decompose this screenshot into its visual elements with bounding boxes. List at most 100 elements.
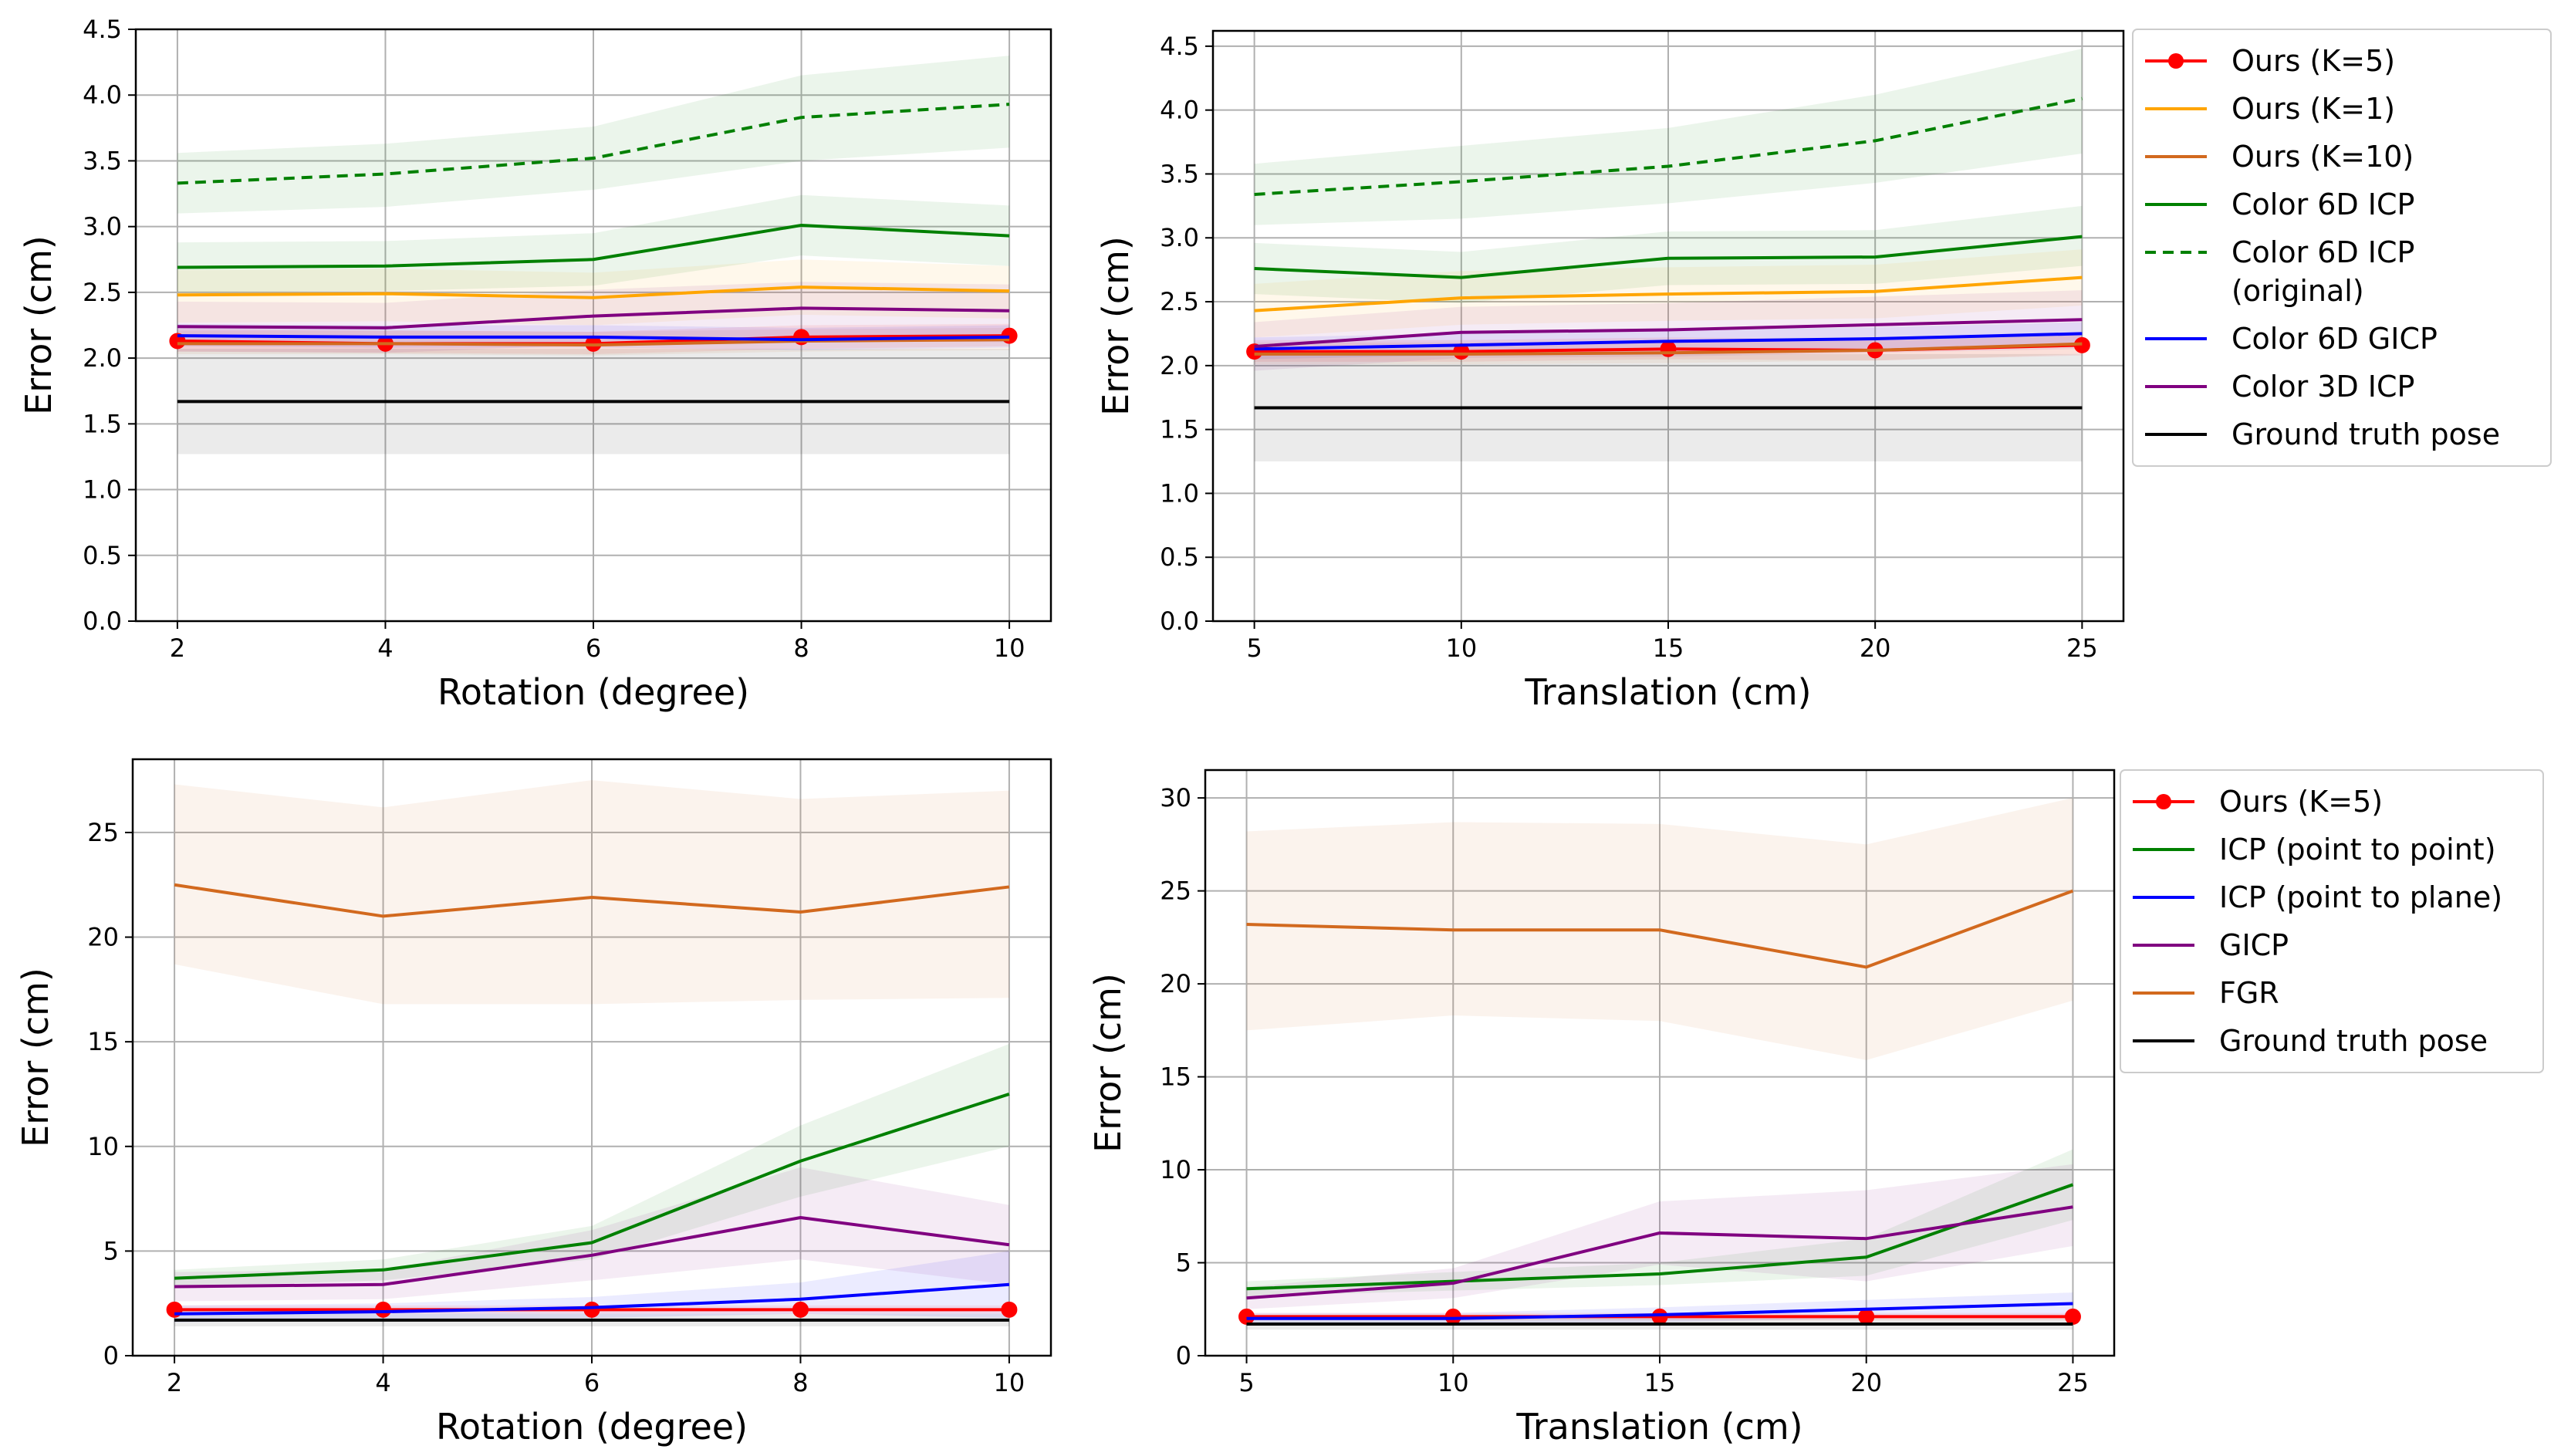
- band-color-6d-icp-original: [177, 56, 1010, 214]
- band-color-6d-icp-original: [1254, 49, 2083, 225]
- y-tick-label: 2.5: [83, 278, 122, 307]
- band-fgr: [174, 780, 1009, 1005]
- legend-box: [2132, 29, 2552, 467]
- x-tick-label: 10: [1438, 1368, 1469, 1397]
- y-axis-label: Error (cm): [18, 235, 59, 415]
- legend-label: FGR: [2219, 976, 2279, 1010]
- legend-label: Color 6D GICP: [2231, 322, 2438, 356]
- legend-label: ICP (point to plane): [2219, 880, 2502, 914]
- x-tick-label: 6: [586, 633, 601, 663]
- y-tick-label: 20: [87, 923, 119, 952]
- data-point-ours-k-5: [1651, 1308, 1668, 1325]
- data-point-ours-k-5: [792, 1301, 809, 1318]
- data-point-ours-k-5: [583, 1301, 600, 1318]
- series-lines: [166, 883, 1018, 1322]
- y-tick-label: 2.0: [83, 343, 122, 373]
- series-line-color-6d-icp: [1254, 235, 2083, 279]
- legend-item-color-6d-icp-original: Color 6D ICP (original): [2145, 235, 2414, 308]
- y-tick-label: 3.5: [83, 146, 122, 175]
- y-tick-label: 3.0: [83, 212, 122, 242]
- x-axis: 2 4 6 8 10 Rotation (degree): [170, 621, 1025, 713]
- y-tick-label: 30: [1160, 783, 1191, 812]
- legend-label: Color 6D ICP: [2231, 235, 2414, 269]
- legend-item-icp-point-to-plane: ICP (point to plane): [2133, 880, 2502, 914]
- y-axis: 0 5 10 15 20 25 30 Error (cm): [1087, 783, 1205, 1370]
- y-tick-label: 3.5: [1160, 159, 1199, 188]
- x-tick-label: 10: [994, 1368, 1025, 1397]
- x-tick-label: 15: [1644, 1368, 1676, 1397]
- series-line-ours-k-1: [1254, 275, 2083, 312]
- data-point-ours-k-5: [1858, 1308, 1875, 1325]
- y-tick-label: 1.5: [1160, 415, 1199, 444]
- y-tick-label: 4.0: [1160, 96, 1199, 125]
- legend-item-ours-k-10: Ours (K=10): [2145, 140, 2414, 174]
- y-tick-label: 2.0: [1160, 351, 1199, 380]
- series-line-ours-k-10: [1254, 342, 2083, 356]
- x-tick-label: 5: [1238, 1368, 1254, 1397]
- band-gicp: [174, 1167, 1009, 1302]
- y-tick-label: 3.0: [1160, 223, 1199, 252]
- band-icp-point-to-point: [174, 1043, 1009, 1287]
- legend-label: Color 3D ICP: [2231, 370, 2414, 404]
- chart-panel-1: 2 4 6 8 10 Rotation (degree) 0.0 0.5 1.0 1.5 2.0 2.…: [18, 15, 1052, 713]
- series-line-icp-point-to-plane: [1246, 1302, 2073, 1320]
- x-axis-label: Rotation (degree): [436, 1406, 748, 1448]
- data-point-ours-k-5: [1444, 1308, 1461, 1325]
- chart-panel-4: 5 10 15 20 25 Translation (cm) 0 5 10 15 20 25 30 Err…: [1087, 769, 2544, 1448]
- series-line-color-6d-gicp: [177, 334, 1010, 342]
- legend-label: Ours (K=10): [2231, 140, 2414, 174]
- chart-panel-3: 2 4 6 8 10 Rotation (degree) 0 5 10 15 20 25 Error (…: [15, 758, 1052, 1448]
- x-tick-label: 4: [377, 633, 393, 663]
- x-tick-label: 20: [1850, 1368, 1882, 1397]
- y-axis-label: Error (cm): [15, 968, 56, 1147]
- series-line-color-3d-icp: [1254, 318, 2083, 348]
- series-line-color-6d-icp: [177, 223, 1010, 269]
- series-line-ours-k-1: [177, 285, 1010, 299]
- x-tick-label: 25: [2066, 633, 2098, 663]
- y-tick-label: 2.5: [1160, 287, 1199, 316]
- series-line-icp-point-to-point: [174, 1093, 1010, 1280]
- x-tick-label: 5: [1246, 633, 1262, 663]
- y-tick-label: 4.5: [1160, 32, 1199, 61]
- x-axis-label: Rotation (degree): [438, 671, 749, 713]
- y-tick-label: 0.5: [1160, 542, 1199, 572]
- legend-item-fgr: FGR: [2133, 976, 2279, 1010]
- legend: Ours (K=5) ICP (point to point) ICP (point…: [2120, 769, 2544, 1073]
- y-tick-label: 4.5: [83, 15, 122, 44]
- x-tick-label: 4: [375, 1368, 390, 1397]
- legend-item-ours-k-5: Ours (K=5): [2133, 785, 2383, 819]
- y-tick-label: 0.0: [1160, 606, 1199, 636]
- legend-label: Ours (K=5): [2231, 44, 2395, 78]
- y-tick-label: 1.0: [1160, 478, 1199, 508]
- legend: Ours (K=5) Ours (K=1) Ours (K=10) Color 6D …: [2132, 29, 2552, 467]
- legend-label: Ground truth pose: [2231, 417, 2500, 451]
- legend-item-color-3d-icp: Color 3D ICP: [2145, 370, 2414, 404]
- series-lines: [1238, 889, 2081, 1326]
- y-tick-label: 10: [87, 1132, 119, 1161]
- band-icp-point-to-point: [1246, 1149, 2073, 1296]
- x-tick-label: 15: [1653, 633, 1684, 663]
- legend-label: GICP: [2219, 928, 2289, 962]
- y-tick-label: 5: [103, 1236, 119, 1265]
- legend-label: Ours (K=5): [2219, 785, 2383, 819]
- series-line-color-6d-gicp: [1254, 332, 2083, 351]
- legend-label: Ours (K=1): [2231, 92, 2395, 126]
- legend-label: Color 6D ICP: [2231, 187, 2414, 221]
- x-axis: 2 4 6 8 10 Rotation (degree): [167, 1356, 1025, 1448]
- legend-item-ground-truth-pose: Ground truth pose: [2145, 417, 2500, 451]
- series-line-icp-point-to-plane: [174, 1282, 1010, 1316]
- series-line-color-6d-icp-original: [1254, 96, 2083, 196]
- x-axis-label: Translation (cm): [1524, 671, 1811, 713]
- x-tick-label: 6: [584, 1368, 600, 1397]
- y-axis: 0 5 10 15 20 25 Error (cm): [15, 818, 133, 1370]
- series-line-ours-k-10: [177, 338, 1010, 347]
- y-tick-label: 0: [1176, 1341, 1191, 1370]
- y-tick-label: 15: [1160, 1062, 1191, 1092]
- y-tick-label: 25: [87, 818, 119, 847]
- x-tick-label: 10: [994, 633, 1025, 663]
- series-line-icp-point-to-point: [1246, 1183, 2074, 1291]
- series-line-gicp: [174, 1215, 1010, 1289]
- x-tick-label: 25: [2057, 1368, 2089, 1397]
- data-point-ours-k-5: [375, 1301, 392, 1318]
